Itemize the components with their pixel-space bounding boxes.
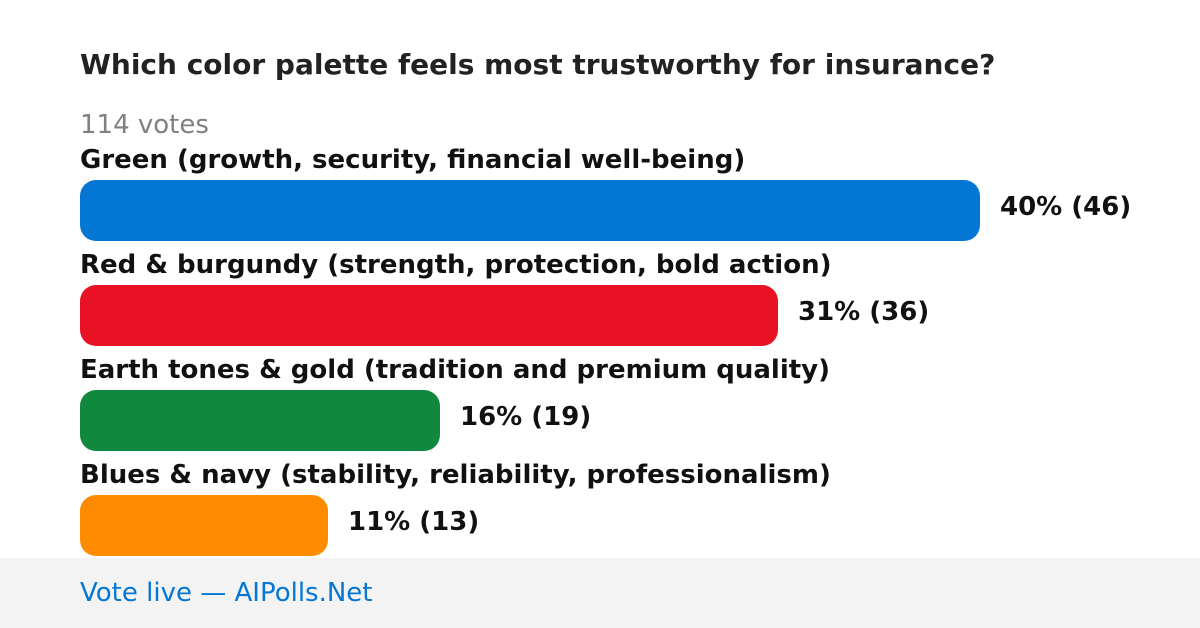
- footer: Vote live — AIPolls.Net: [0, 558, 1200, 628]
- result-value-label: 31% (36): [798, 297, 929, 328]
- option-label: Blues & navy (stability, reliability, pr…: [80, 460, 831, 491]
- result-value-label: 11% (13): [348, 507, 479, 538]
- poll-option: Green (growth, security, financial well-…: [80, 145, 1180, 245]
- vote-live-link[interactable]: Vote live — AIPolls.Net: [80, 578, 373, 609]
- option-label: Red & burgundy (strength, protection, bo…: [80, 250, 831, 281]
- result-value-label: 40% (46): [1000, 192, 1131, 223]
- result-bar: [80, 180, 980, 241]
- poll-option: Blues & navy (stability, reliability, pr…: [80, 460, 1180, 560]
- poll-title: Which color palette feels most trustwort…: [80, 48, 995, 82]
- poll-option: Earth tones & gold (tradition and premiu…: [80, 355, 1180, 455]
- vote-count: 114 votes: [80, 110, 209, 141]
- result-bar: [80, 495, 328, 556]
- result-bar: [80, 390, 440, 451]
- result-bar: [80, 285, 778, 346]
- result-value-label: 16% (19): [460, 402, 591, 433]
- option-label: Earth tones & gold (tradition and premiu…: [80, 355, 830, 386]
- poll-option: Red & burgundy (strength, protection, bo…: [80, 250, 1180, 350]
- option-label: Green (growth, security, financial well-…: [80, 145, 745, 176]
